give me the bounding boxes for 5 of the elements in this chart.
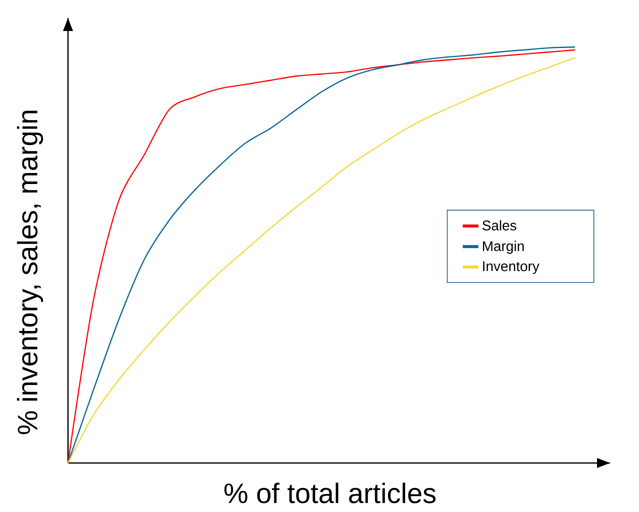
legend-label: Margin (482, 240, 524, 254)
y-axis-title: % inventory, sales, margin (16, 110, 44, 434)
legend-label: Inventory (483, 261, 540, 274)
legend-label: Sales (482, 220, 516, 230)
x-axis-title: % of total articles (224, 482, 436, 504)
